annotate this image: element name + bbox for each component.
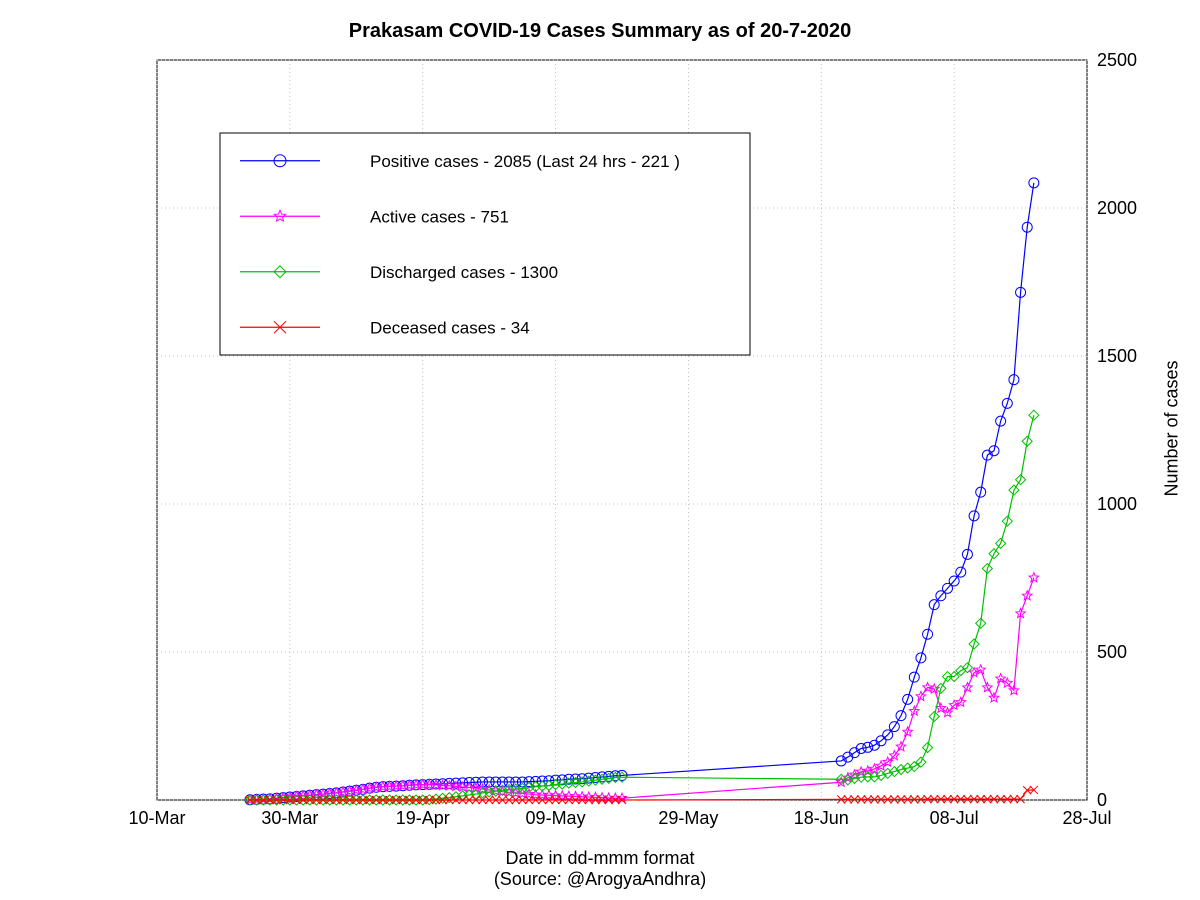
svg-text:0: 0: [1097, 790, 1107, 810]
svg-text:2500: 2500: [1097, 50, 1137, 70]
svg-text:500: 500: [1097, 642, 1127, 662]
svg-text:19-Apr: 19-Apr: [396, 808, 450, 828]
x-axis-label: Date in dd-mmm format (Source: @ArogyaAn…: [0, 848, 1200, 890]
chart-svg: 10-Mar 30-Mar 19-Apr 09-May 29-May 18-Jun 08-J…: [0, 0, 1200, 900]
svg-text:1000: 1000: [1097, 494, 1137, 514]
svg-text:09-May: 09-May: [526, 808, 586, 828]
svg-text:Active cases - 751: Active cases - 751: [370, 207, 509, 226]
svg-text:Positive cases - 2085 (Last 24: Positive cases - 2085 (Last 24 hrs - 221…: [370, 152, 680, 171]
svg-text:Deceased cases - 34: Deceased cases - 34: [370, 318, 530, 337]
svg-text:08-Jul: 08-Jul: [930, 808, 979, 828]
svg-text:10-Mar: 10-Mar: [128, 808, 185, 828]
svg-text:2000: 2000: [1097, 198, 1137, 218]
svg-text:29-May: 29-May: [658, 808, 718, 828]
svg-text:1500: 1500: [1097, 346, 1137, 366]
svg-text:28-Jul: 28-Jul: [1062, 808, 1111, 828]
y-axis-label: Number of cases: [1162, 279, 1183, 579]
xlabel-line1: Date in dd-mmm format: [0, 848, 1200, 869]
chart-container: Prakasam COVID-19 Cases Summary as of 20…: [0, 0, 1200, 900]
svg-text:30-Mar: 30-Mar: [261, 808, 318, 828]
svg-text:18-Jun: 18-Jun: [794, 808, 849, 828]
xlabel-line2: (Source: @ArogyaAndhra): [0, 869, 1200, 890]
svg-text:Discharged cases - 1300: Discharged cases - 1300: [370, 263, 558, 282]
